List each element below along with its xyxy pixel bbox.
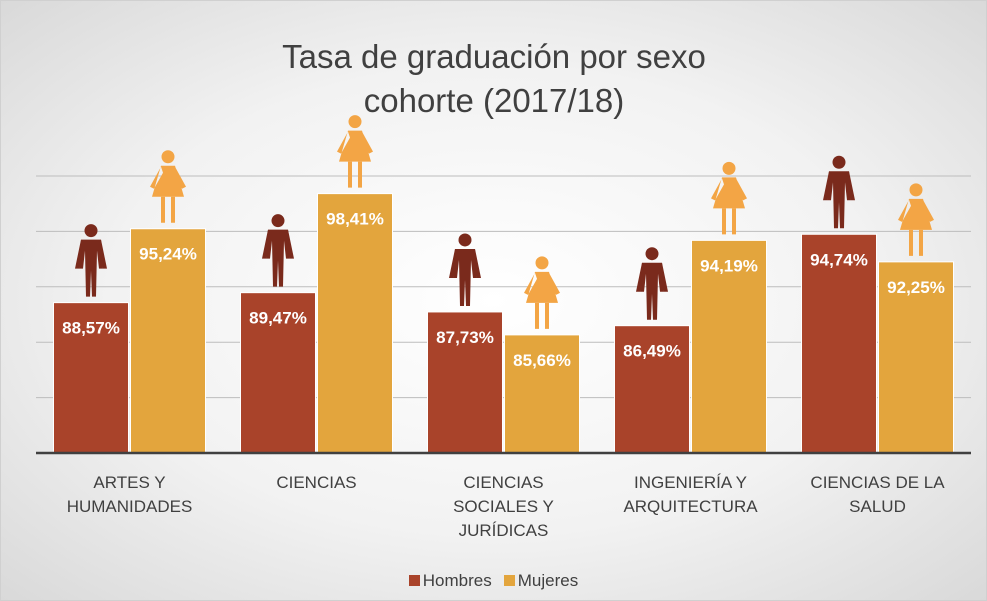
value-label: 88,57% (62, 319, 120, 338)
person-icon (337, 115, 373, 188)
bar (317, 193, 393, 454)
person-icon (150, 150, 186, 223)
icon-head (832, 155, 846, 169)
icon-arms (262, 229, 294, 259)
bar (801, 233, 877, 454)
person-icon (262, 214, 294, 287)
person-icon (75, 224, 107, 297)
icon-body (79, 239, 103, 297)
person-icon (449, 233, 481, 306)
person-icon (524, 256, 560, 329)
icon-arms (636, 262, 668, 292)
legend-swatch (408, 575, 420, 586)
icon-legs (909, 229, 923, 256)
bar (130, 228, 206, 454)
value-label: 89,47% (249, 309, 307, 328)
icon-body (524, 271, 560, 303)
bar (691, 239, 767, 454)
legend-label: Hombres (422, 571, 492, 590)
person-icon (898, 183, 934, 256)
icon-body (266, 229, 290, 287)
bar (240, 292, 316, 454)
icon-legs (722, 208, 736, 235)
icon-head (161, 150, 175, 164)
chart-title: Tasa de graduación por sexo cohorte (201… (282, 38, 706, 119)
legend-label: Mujeres (517, 571, 579, 590)
icon-body (337, 130, 373, 162)
legend-swatch (503, 575, 515, 586)
person-icon (711, 161, 747, 235)
legend-item: Mujeres (503, 571, 579, 591)
icon-body (453, 248, 477, 306)
value-label: 87,73% (436, 328, 494, 347)
value-label: 85,66% (513, 351, 571, 370)
person-icon (636, 247, 668, 320)
icon-body (711, 177, 747, 209)
icon-head (535, 256, 549, 270)
icon-body (898, 198, 934, 230)
value-label: 98,41% (326, 210, 384, 229)
icon-head (458, 233, 472, 247)
legend: Hombres Mujeres (1, 571, 986, 591)
bar (427, 311, 503, 454)
value-label: 94,74% (810, 250, 868, 269)
icon-body (827, 171, 851, 229)
x-tick-label: ARTES Y HUMANIDADES (66, 473, 193, 516)
icon-head (645, 247, 659, 261)
x-tick-label: CIENCIAS SOCIALES Y JURÍDICAS (453, 473, 554, 540)
icon-head (348, 115, 362, 129)
icon-head (722, 161, 736, 175)
legend-item: Hombres (408, 571, 492, 591)
icon-head (84, 224, 98, 238)
icon-body (150, 165, 186, 197)
icon-arms (823, 171, 855, 201)
icon-arms (75, 239, 107, 269)
value-label: 94,19% (700, 256, 758, 275)
icon-head (909, 183, 923, 197)
icon-legs (161, 196, 175, 223)
x-tick-label: CIENCIAS DE LA SALUD (810, 473, 945, 516)
icon-arms (449, 248, 481, 278)
icon-head (271, 214, 285, 228)
bar (614, 325, 690, 454)
value-label: 92,25% (887, 278, 945, 297)
icon-legs (348, 161, 362, 188)
x-tick-label: CIENCIAS (276, 473, 357, 492)
x-tick-label: INGENIERÍA Y ARQUITECTURA (623, 473, 758, 516)
person-icon (823, 155, 855, 229)
bar (504, 334, 580, 454)
value-label: 95,24% (139, 245, 197, 264)
value-label: 86,49% (623, 342, 681, 361)
icon-body (640, 262, 664, 320)
icon-legs (535, 302, 549, 329)
